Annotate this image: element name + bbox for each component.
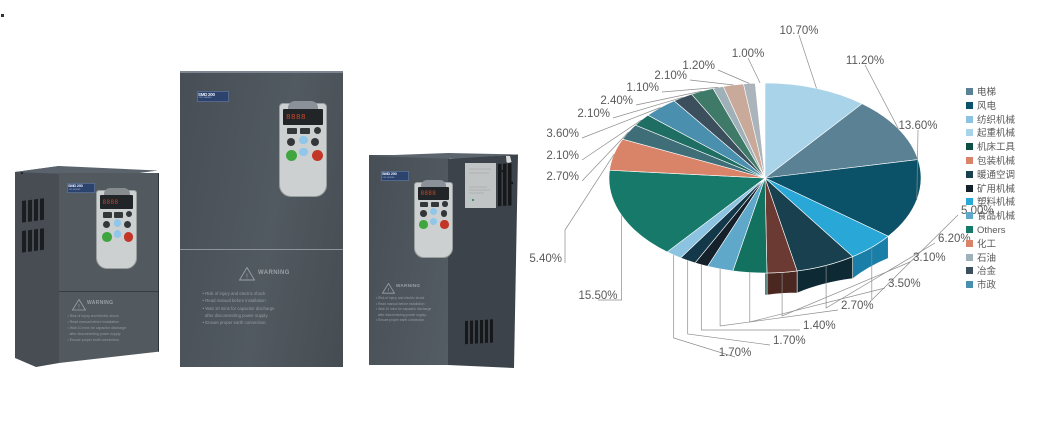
svg-text:5.40%: 5.40% — [529, 253, 562, 265]
svg-text:13.60%: 13.60% — [898, 120, 937, 132]
svg-text:1.70%: 1.70% — [719, 347, 752, 359]
svg-text:3.10%: 3.10% — [913, 252, 946, 264]
svg-text:2.70%: 2.70% — [546, 171, 579, 183]
svg-text:10.70%: 10.70% — [779, 25, 818, 37]
svg-text:2.10%: 2.10% — [577, 108, 610, 120]
svg-text:1.40%: 1.40% — [803, 320, 836, 332]
svg-text:1.20%: 1.20% — [682, 60, 715, 72]
svg-text:3.60%: 3.60% — [546, 128, 579, 140]
svg-text:2.70%: 2.70% — [841, 300, 874, 312]
svg-text:2.40%: 2.40% — [600, 95, 633, 107]
svg-text:11.20%: 11.20% — [846, 55, 884, 67]
svg-text:3.50%: 3.50% — [888, 278, 921, 290]
svg-text:15.50%: 15.50% — [578, 290, 617, 302]
svg-text:1.00%: 1.00% — [732, 48, 765, 60]
svg-text:2.10%: 2.10% — [546, 150, 579, 162]
svg-text:1.70%: 1.70% — [773, 335, 806, 347]
svg-text:1.10%: 1.10% — [626, 82, 659, 94]
